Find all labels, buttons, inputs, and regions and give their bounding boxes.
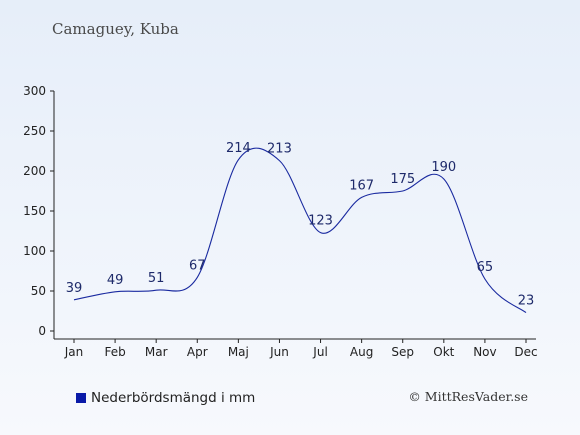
data-label: 213 [267, 142, 292, 157]
x-tick-label: Jun [269, 345, 289, 359]
legend-swatch [76, 393, 86, 403]
data-label: 214 [226, 141, 251, 156]
x-axis-ticks: Jan Feb Mar Apr Maj Jun Jul Aug Sep Okt Nov Dec [64, 339, 538, 359]
chart-axes [53, 91, 536, 340]
x-tick-label: Mar [145, 345, 168, 359]
x-tick-label: Dec [514, 345, 537, 359]
data-label: 49 [107, 273, 124, 288]
data-label: 23 [518, 294, 535, 309]
y-tick-label: 50 [31, 284, 46, 298]
x-tick-label: Jul [312, 345, 327, 359]
legend: Nederbördsmängd i mm [76, 390, 255, 406]
x-tick-label: Maj [228, 345, 249, 359]
y-tick-label: 300 [23, 84, 46, 98]
data-label: 65 [477, 260, 494, 275]
x-tick-label: Nov [473, 345, 496, 359]
data-label: 175 [390, 172, 415, 187]
series-group [73, 147, 527, 314]
x-tick-label: Feb [104, 345, 125, 359]
y-tick-label: 200 [23, 164, 46, 178]
copyright-text: © MittResVader.se [408, 389, 528, 404]
chart-title: Camaguey, Kuba [52, 20, 179, 38]
data-label: 167 [349, 178, 374, 193]
y-tick-label: 100 [23, 244, 46, 258]
data-label: 123 [308, 214, 333, 229]
x-tick-label: Jan [64, 345, 84, 359]
y-tick-label: 150 [23, 204, 46, 218]
series-line [73, 147, 527, 314]
data-label: 39 [66, 281, 83, 296]
x-tick-label: Aug [350, 345, 373, 359]
x-tick-label: Okt [433, 345, 454, 359]
y-tick-label: 0 [38, 324, 46, 338]
data-label: 190 [431, 160, 456, 175]
data-label: 51 [148, 271, 165, 286]
legend-label: Nederbördsmängd i mm [91, 390, 256, 406]
y-tick-label: 250 [23, 124, 46, 138]
data-labels: 39 49 51 67 214 213 123 167 175 190 65 23 [66, 141, 535, 309]
x-tick-label: Sep [391, 345, 414, 359]
data-label: 67 [189, 258, 206, 273]
x-tick-label: Apr [187, 345, 208, 359]
y-axis-ticks: 0 50 100 150 200 250 300 [23, 84, 54, 338]
